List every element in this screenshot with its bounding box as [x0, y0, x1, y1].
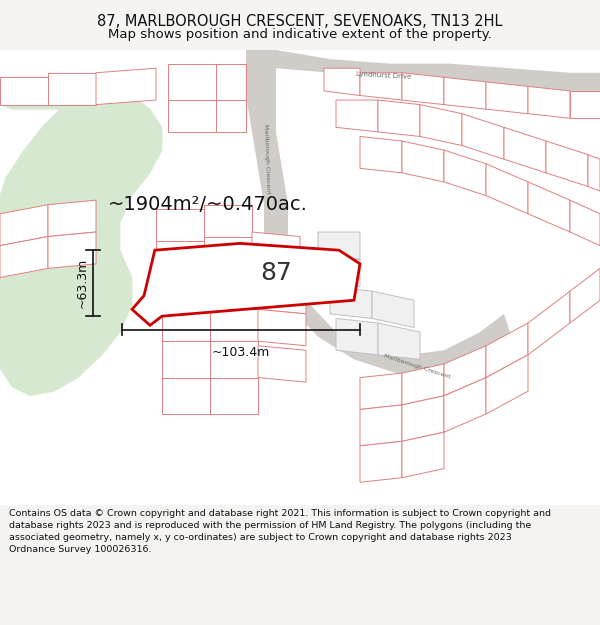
Polygon shape [252, 232, 300, 268]
Polygon shape [162, 341, 210, 377]
Polygon shape [444, 378, 486, 432]
Polygon shape [360, 72, 402, 100]
Polygon shape [0, 78, 96, 109]
Polygon shape [462, 114, 504, 159]
Polygon shape [210, 309, 258, 341]
Polygon shape [210, 378, 258, 414]
Polygon shape [528, 291, 570, 355]
Polygon shape [204, 205, 252, 236]
Polygon shape [0, 236, 48, 278]
Polygon shape [210, 341, 258, 377]
Polygon shape [372, 291, 414, 328]
Polygon shape [360, 441, 402, 483]
Polygon shape [0, 91, 162, 396]
Polygon shape [216, 64, 246, 100]
Polygon shape [204, 236, 252, 268]
Text: Marlborough Crescent: Marlborough Crescent [383, 353, 451, 379]
Polygon shape [276, 50, 600, 91]
Polygon shape [336, 319, 378, 355]
Polygon shape [0, 205, 48, 246]
Polygon shape [546, 141, 588, 186]
Text: ~1904m²/~0.470ac.: ~1904m²/~0.470ac. [108, 195, 308, 214]
Polygon shape [378, 100, 420, 136]
Text: Marlborough Crescent: Marlborough Crescent [263, 124, 271, 194]
Polygon shape [258, 309, 306, 346]
Polygon shape [420, 104, 462, 146]
Polygon shape [132, 243, 360, 325]
Polygon shape [402, 364, 444, 405]
Polygon shape [360, 136, 402, 173]
Polygon shape [378, 323, 420, 359]
Text: 87, MARLBOROUGH CRESCENT, SEVENOAKS, TN13 2HL: 87, MARLBOROUGH CRESCENT, SEVENOAKS, TN1… [97, 14, 503, 29]
Polygon shape [318, 232, 360, 259]
Polygon shape [360, 373, 402, 409]
Text: 87: 87 [260, 261, 292, 285]
Polygon shape [360, 405, 402, 446]
Polygon shape [48, 232, 96, 268]
Polygon shape [588, 154, 600, 191]
Polygon shape [48, 200, 96, 236]
Polygon shape [486, 355, 528, 414]
Text: Contains OS data © Crown copyright and database right 2021. This information is : Contains OS data © Crown copyright and d… [9, 509, 551, 554]
Polygon shape [162, 278, 210, 309]
Polygon shape [402, 396, 444, 441]
Polygon shape [156, 241, 204, 273]
Polygon shape [216, 100, 246, 132]
Polygon shape [156, 209, 204, 241]
Polygon shape [246, 50, 288, 232]
Text: ~103.4m: ~103.4m [212, 346, 270, 359]
Polygon shape [162, 378, 210, 414]
Polygon shape [402, 432, 444, 478]
Polygon shape [528, 182, 570, 232]
Polygon shape [330, 287, 372, 319]
Polygon shape [162, 309, 210, 341]
Text: Map shows position and indicative extent of the property.: Map shows position and indicative extent… [108, 28, 492, 41]
Polygon shape [402, 72, 444, 104]
Text: Lyndhurst Drive: Lyndhurst Drive [356, 71, 412, 79]
Polygon shape [570, 268, 600, 323]
Polygon shape [528, 86, 570, 118]
Polygon shape [444, 346, 486, 396]
Polygon shape [570, 91, 600, 118]
Polygon shape [264, 232, 510, 378]
Polygon shape [444, 150, 486, 196]
Polygon shape [324, 68, 360, 96]
Polygon shape [486, 82, 528, 114]
Polygon shape [486, 164, 528, 214]
Polygon shape [168, 100, 216, 132]
Polygon shape [336, 100, 378, 132]
Polygon shape [318, 259, 360, 287]
Polygon shape [444, 78, 486, 109]
Polygon shape [258, 278, 306, 314]
Polygon shape [570, 200, 600, 246]
Polygon shape [0, 78, 48, 104]
Polygon shape [258, 346, 306, 382]
Polygon shape [168, 64, 216, 100]
Polygon shape [48, 72, 96, 104]
Text: ~63.3m: ~63.3m [76, 258, 89, 308]
Polygon shape [504, 127, 546, 173]
Polygon shape [486, 323, 528, 378]
Polygon shape [210, 278, 258, 309]
Polygon shape [96, 68, 156, 104]
Polygon shape [402, 141, 444, 182]
